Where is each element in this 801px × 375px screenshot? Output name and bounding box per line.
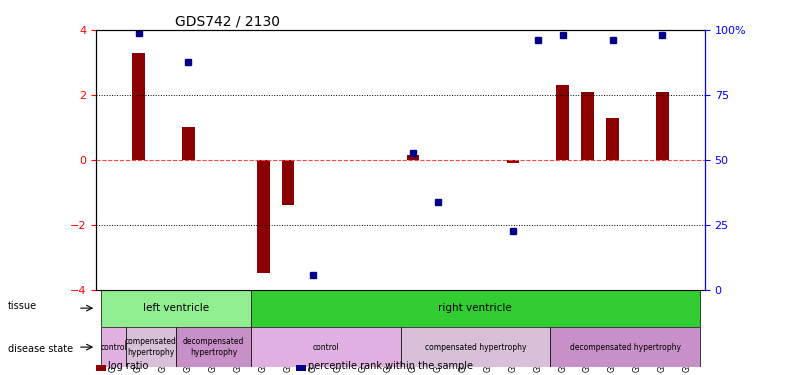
Bar: [407, 155, 419, 160]
FancyBboxPatch shape: [400, 327, 550, 368]
Text: disease state: disease state: [8, 344, 73, 354]
FancyBboxPatch shape: [550, 327, 700, 368]
Text: percentile rank within the sample: percentile rank within the sample: [308, 361, 473, 371]
Bar: [582, 92, 594, 160]
Bar: [132, 53, 145, 160]
FancyBboxPatch shape: [176, 327, 251, 368]
Bar: [506, 160, 519, 163]
Text: right ventricle: right ventricle: [438, 303, 512, 313]
FancyBboxPatch shape: [251, 290, 700, 327]
Text: GDS742 / 2130: GDS742 / 2130: [175, 15, 280, 29]
Bar: [282, 160, 295, 205]
Bar: [557, 85, 569, 160]
Text: compensated
hypertrophy: compensated hypertrophy: [125, 338, 177, 357]
Bar: [257, 160, 269, 273]
FancyBboxPatch shape: [101, 327, 126, 368]
Text: tissue: tissue: [8, 301, 37, 310]
Text: decompensated
hypertrophy: decompensated hypertrophy: [183, 338, 244, 357]
Bar: [182, 128, 195, 160]
FancyBboxPatch shape: [126, 327, 176, 368]
Bar: [656, 92, 669, 160]
FancyBboxPatch shape: [101, 290, 251, 327]
Text: control: control: [100, 343, 127, 352]
Bar: [606, 118, 619, 160]
Text: control: control: [312, 343, 339, 352]
FancyBboxPatch shape: [251, 327, 400, 368]
Text: compensated hypertrophy: compensated hypertrophy: [425, 343, 526, 352]
Text: left ventricle: left ventricle: [143, 303, 209, 313]
Text: decompensated hypertrophy: decompensated hypertrophy: [570, 343, 681, 352]
Text: log ratio: log ratio: [108, 361, 148, 371]
